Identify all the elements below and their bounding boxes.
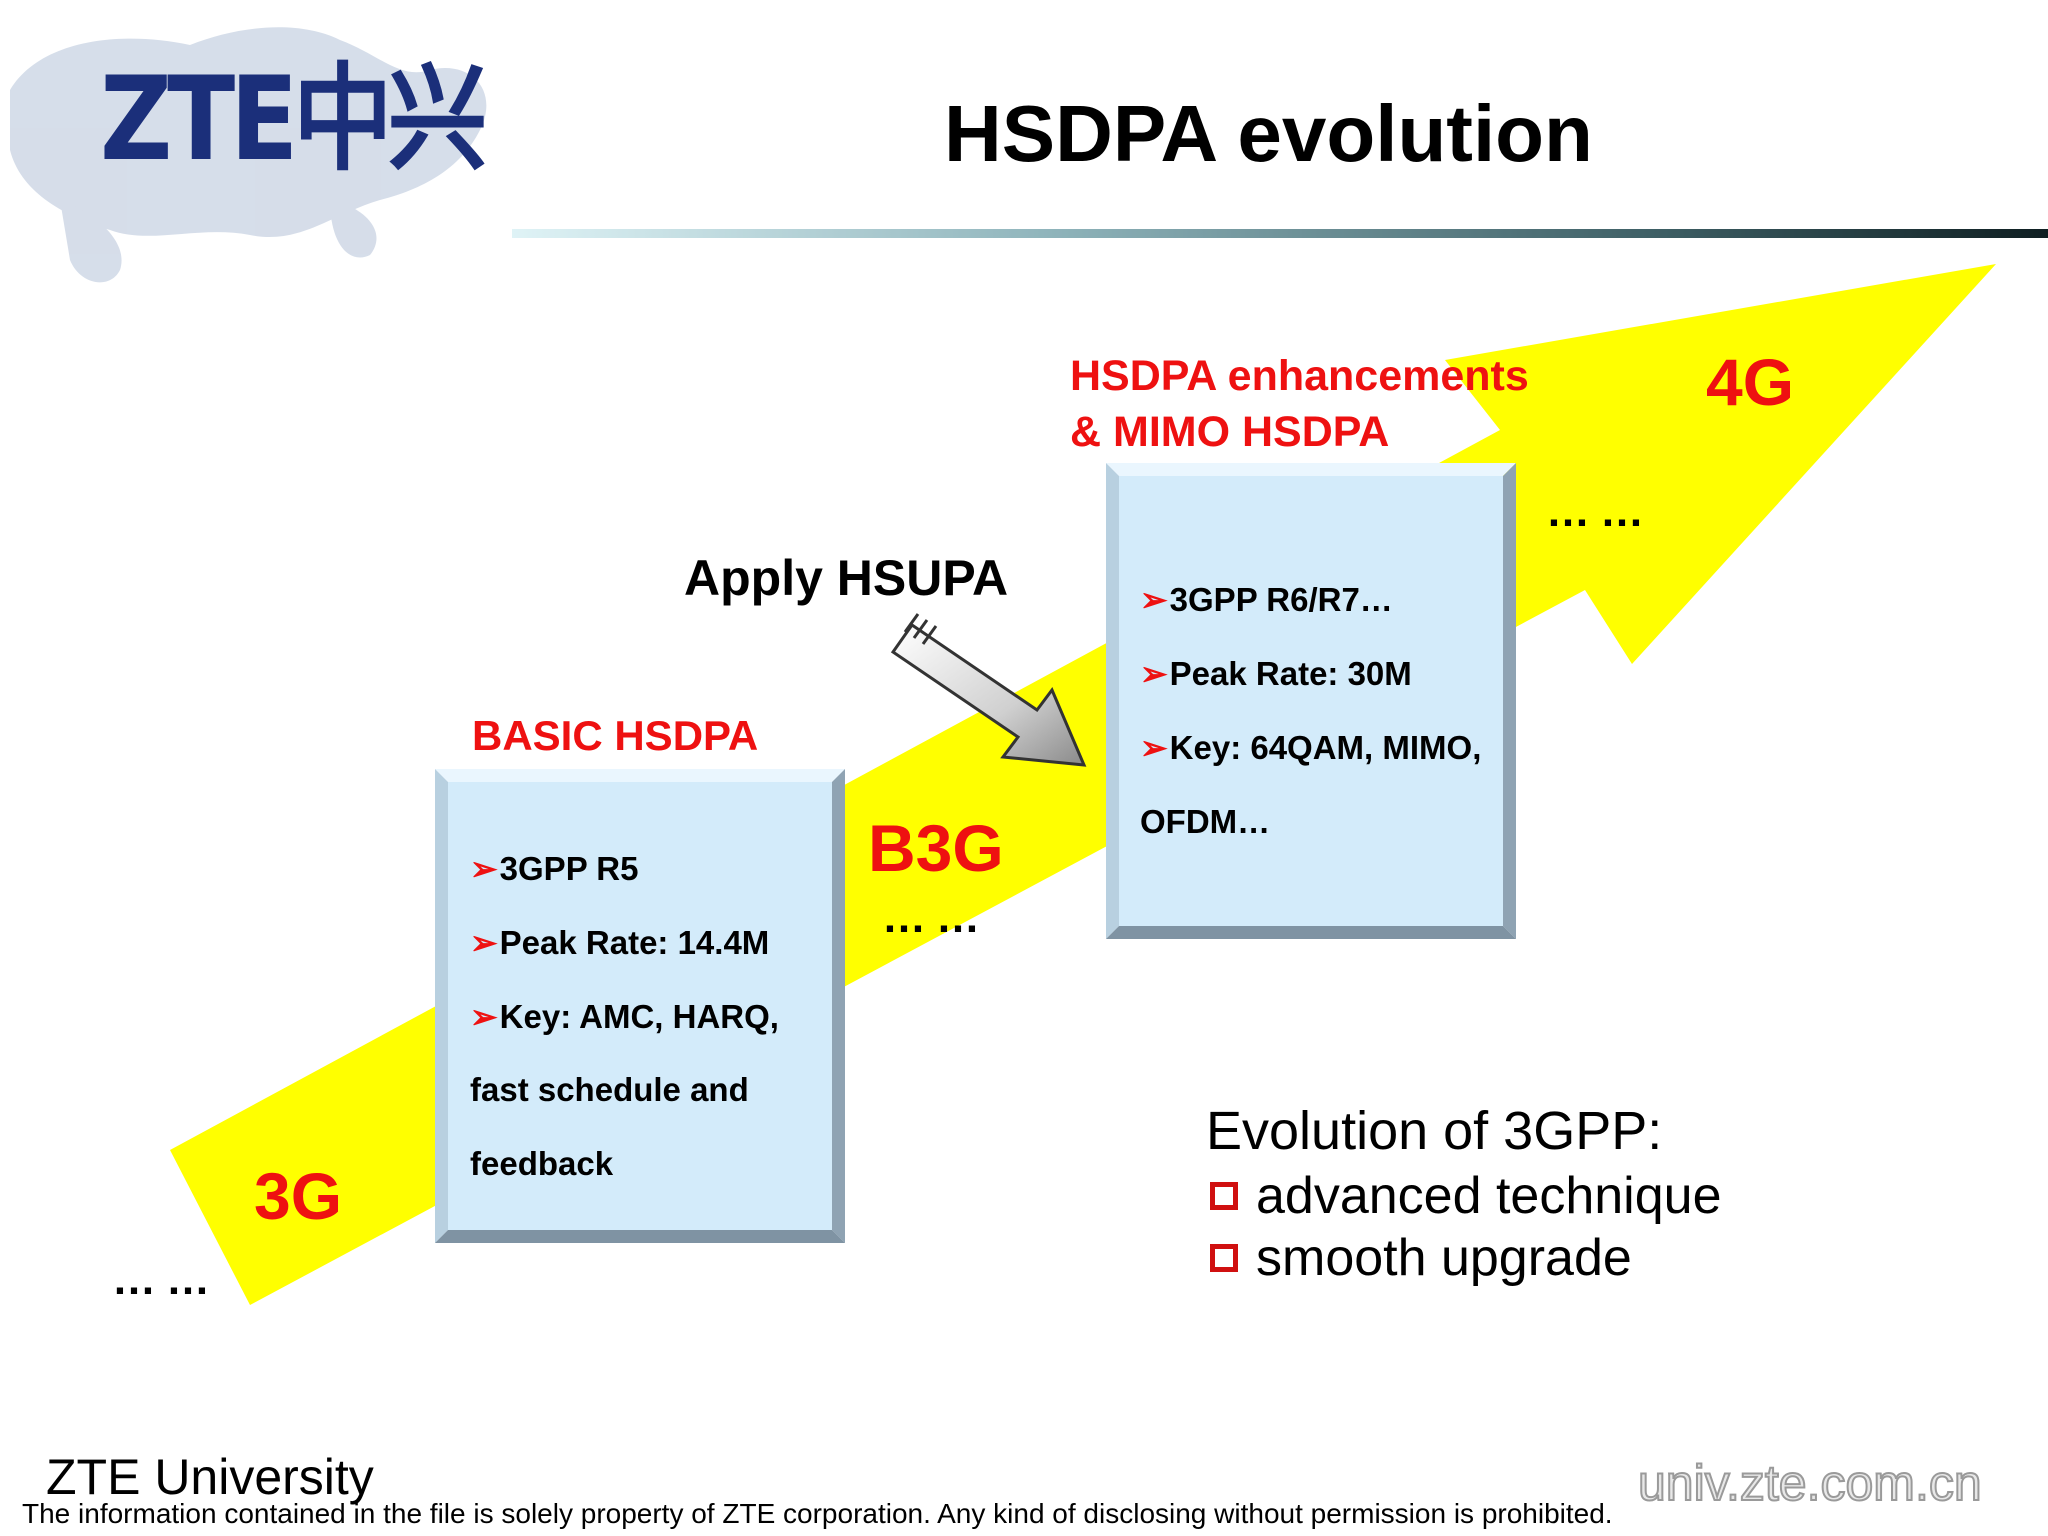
enhanced-heading-line1: HSDPA enhancements — [1070, 352, 1529, 400]
basic-line-2: ➢Peak Rate: 14.4M — [470, 924, 770, 961]
enhanced-box-bevel — [1106, 463, 1516, 939]
basic-hsdpa-heading: BASIC HSDPA — [472, 712, 759, 759]
enhanced-line-1: ➢3GPP R6/R7… — [1140, 581, 1393, 618]
basic-hsdpa-box — [448, 782, 832, 1230]
apply-hsupa-label: Apply HSUPA — [684, 550, 1009, 606]
basic-line-3: ➢Key: AMC, HARQ, — [470, 998, 779, 1035]
stage-3g-label: 3G — [254, 1159, 343, 1233]
enhanced-line-2: ➢Peak Rate: 30M — [1140, 655, 1412, 692]
footer-university: ZTE University — [46, 1449, 374, 1505]
stage-4g-label: 4G — [1706, 345, 1795, 419]
enhanced-line-3: ➢Key: 64QAM, MIMO, — [1140, 729, 1482, 766]
stage-b3g-label: B3G — [868, 811, 1004, 885]
enhanced-heading-line2: & MIMO HSDPA — [1070, 408, 1390, 456]
checkbox-icon — [1210, 1244, 1238, 1272]
enhanced-line-4: OFDM… — [1140, 803, 1271, 840]
evolution-title: Evolution of 3GPP: — [1206, 1101, 1663, 1161]
ellipsis-b3g: …… — [882, 893, 990, 942]
zte-logo: ZTE中兴 — [100, 52, 487, 187]
basic-box-bevel — [435, 769, 845, 1243]
footer-watermark: univ.zte.com.cn — [1637, 1455, 1983, 1511]
hsupa-arrow-icon — [890, 613, 1087, 767]
basic-line-5: feedback — [470, 1145, 614, 1182]
header-rule — [512, 229, 2048, 238]
enhanced-hsdpa-box — [1119, 476, 1503, 926]
footer-disclaimer: The information contained in the file is… — [22, 1498, 1613, 1529]
world-map-graphic — [10, 27, 487, 283]
slide-title: HSDPA evolution — [944, 89, 1593, 178]
checkbox-icon — [1210, 1182, 1238, 1210]
ellipsis-4g: …… — [1546, 487, 1654, 536]
basic-line-4: fast schedule and — [470, 1071, 749, 1108]
evolution-item-2: smooth upgrade — [1210, 1232, 1632, 1284]
basic-line-1: ➢3GPP R5 — [470, 850, 639, 887]
ellipsis-3g: …… — [112, 1255, 220, 1304]
evolution-item-1: advanced technique — [1210, 1170, 1722, 1222]
